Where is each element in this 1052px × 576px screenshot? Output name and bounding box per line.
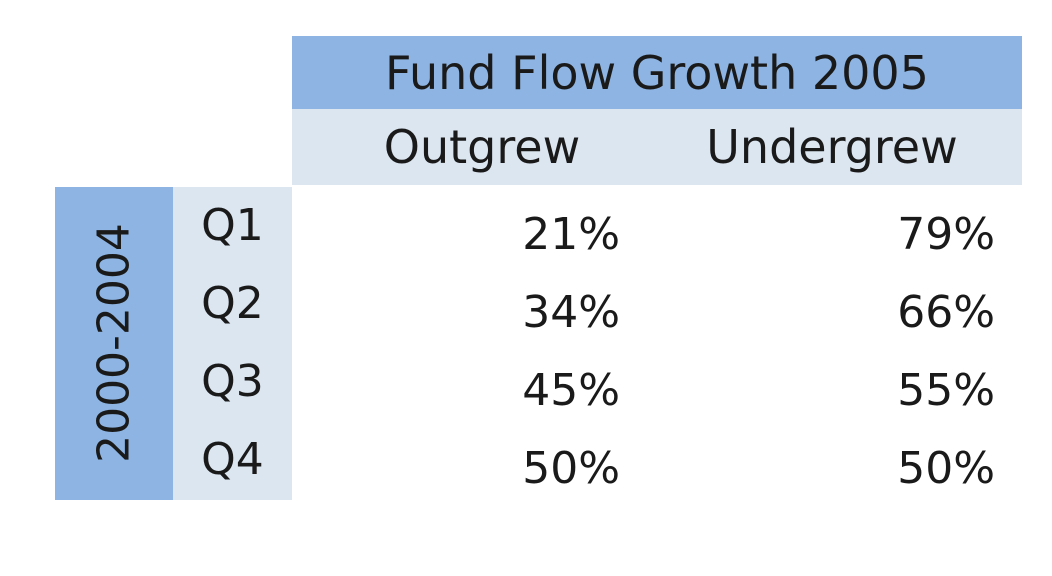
cell-q1-outgrew: 21% <box>522 209 620 260</box>
cell-q1-undergrew: 79% <box>897 209 995 260</box>
row-label-q4: Q4 <box>201 434 264 485</box>
cell-q4-undergrew: 50% <box>897 443 995 494</box>
table-title: Fund Flow Growth 2005 <box>292 36 1022 109</box>
row-group-label: 2000-2004 <box>88 223 140 463</box>
column-header-undergrew: Undergrew <box>706 120 958 174</box>
cell-q4-outgrew: 50% <box>522 443 620 494</box>
cell-q2-outgrew: 34% <box>522 287 620 338</box>
row-group-header: 2000-2004 <box>55 187 173 500</box>
cell-q3-undergrew: 55% <box>897 365 995 416</box>
row-label-q3: Q3 <box>201 356 264 407</box>
cell-q2-undergrew: 66% <box>897 287 995 338</box>
row-label-q2: Q2 <box>201 278 264 329</box>
table-title-text: Fund Flow Growth 2005 <box>385 45 929 100</box>
column-header-row: Outgrew Undergrew <box>292 109 1022 185</box>
cell-q3-outgrew: 45% <box>522 365 620 416</box>
column-header-outgrew: Outgrew <box>383 120 581 174</box>
row-label-q1: Q1 <box>201 200 264 251</box>
row-label-column: Q1 Q2 Q3 Q4 <box>173 187 292 500</box>
